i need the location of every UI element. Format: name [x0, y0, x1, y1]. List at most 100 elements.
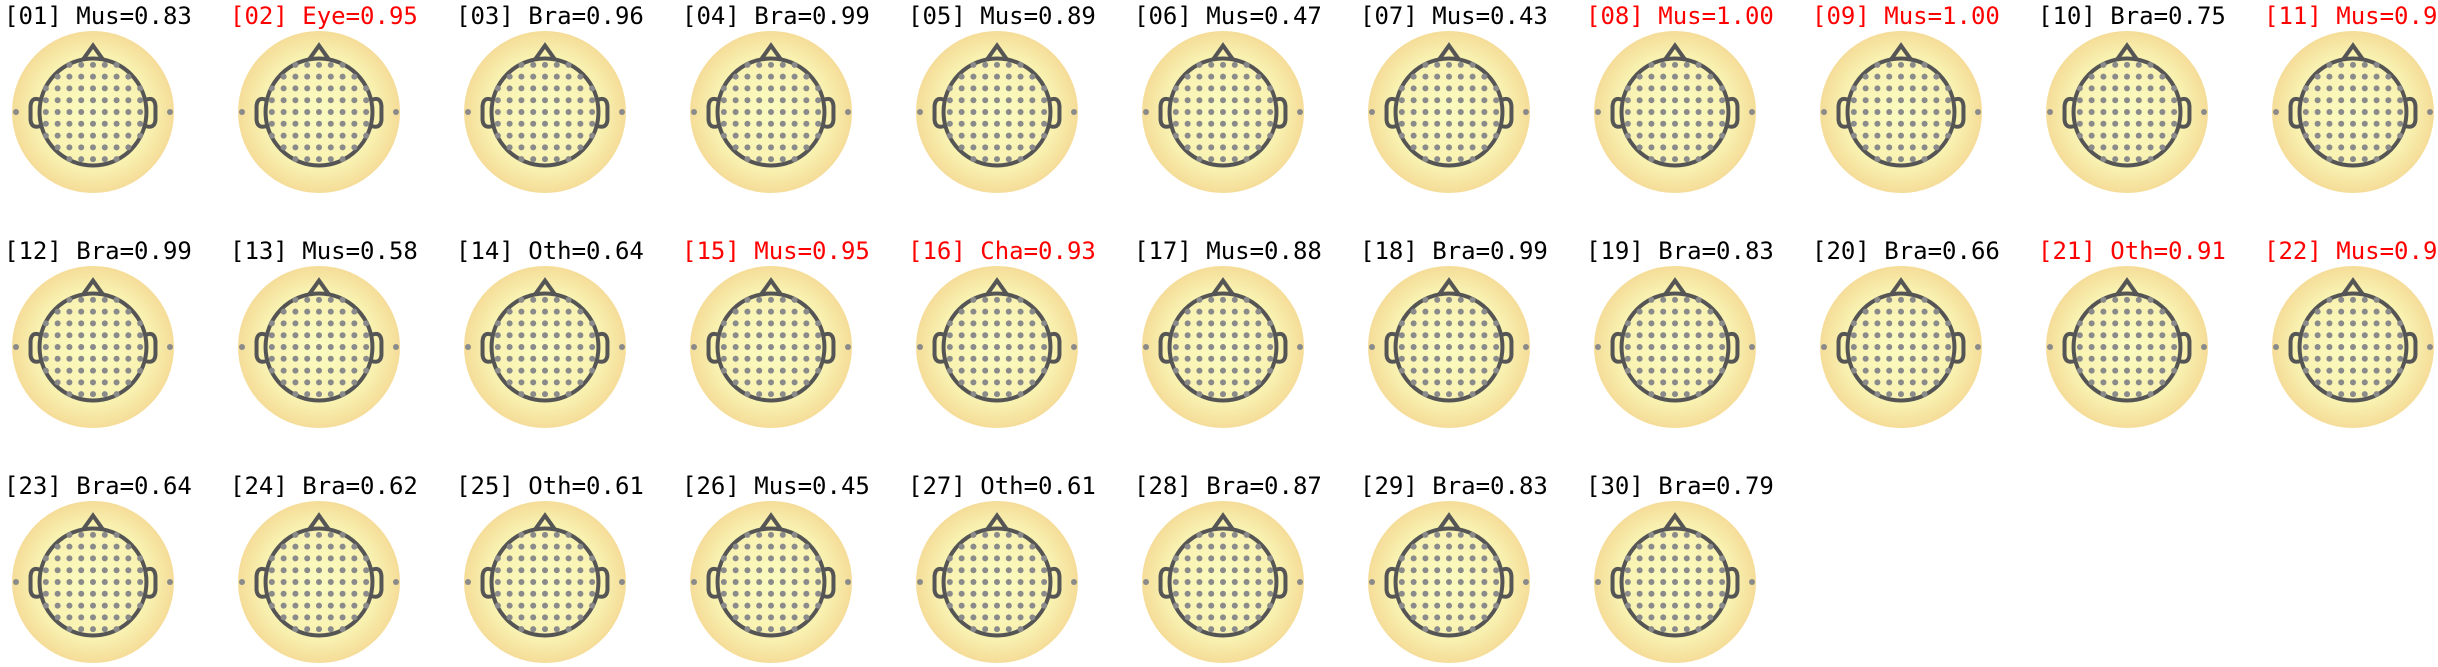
electrode: [113, 85, 120, 92]
electrode: [1243, 97, 1250, 104]
electrode: [1469, 156, 1476, 163]
electrode: [1446, 332, 1452, 339]
electrode: [1017, 543, 1024, 550]
electrode: [2112, 120, 2119, 127]
component: [22] Mus=0.96: [2264, 237, 2438, 428]
electrode: [2361, 144, 2368, 151]
electrode: [304, 531, 311, 538]
electrode: [1909, 73, 1916, 80]
electrode: [78, 109, 85, 115]
electrode: [101, 391, 108, 398]
electrode: [768, 73, 774, 80]
electrode: [339, 602, 346, 609]
electrode: [1005, 602, 1012, 609]
electrode: [137, 344, 144, 350]
electrode: [1184, 73, 1191, 80]
electrode: [1707, 567, 1714, 574]
electrode: [1196, 590, 1203, 597]
electrode: [518, 567, 525, 574]
electrode: [1672, 320, 1678, 327]
electrode: [958, 355, 965, 362]
electrode: [327, 531, 334, 538]
electrode: [803, 132, 810, 139]
electrode: [565, 61, 572, 68]
electrode: [553, 332, 560, 339]
electrode: [363, 579, 370, 585]
electrode: [316, 579, 322, 585]
electrode: [1422, 332, 1429, 339]
electrode: [54, 132, 61, 139]
electrode: [304, 120, 311, 127]
electrode: [2302, 120, 2309, 127]
electrode: [946, 320, 953, 327]
electrode: [589, 85, 596, 92]
electrode: [1933, 109, 1940, 115]
electrode: [1707, 132, 1714, 139]
electrode: [791, 144, 798, 151]
electrode: [2326, 379, 2333, 386]
electrode: [1695, 543, 1702, 550]
electrode: [589, 120, 596, 127]
electrode: [1850, 332, 1857, 339]
electrode: [958, 73, 965, 80]
electrode: [1898, 120, 1904, 127]
electrode: [2112, 73, 2119, 80]
electrode: [803, 579, 810, 585]
electrode: [530, 367, 537, 374]
electrode: [1398, 120, 1405, 127]
component: [05] Mus=0.89: [908, 2, 1096, 193]
electrode: [2124, 144, 2130, 151]
electrode: [1410, 614, 1417, 621]
electrode: [791, 296, 798, 303]
electrode: [2100, 391, 2107, 398]
electrode: [1636, 120, 1643, 127]
electrode: [994, 579, 1000, 585]
electrode: [1636, 555, 1643, 562]
electrode: [280, 97, 287, 104]
electrode: [982, 567, 989, 574]
head-outline: [1393, 56, 1505, 168]
head-outline: [1167, 526, 1279, 638]
electrode: [1422, 132, 1429, 139]
electrode: [66, 579, 73, 585]
electrode: [351, 602, 358, 609]
electrode: [2076, 109, 2083, 115]
electrode: [280, 320, 287, 327]
electrode: [982, 132, 989, 139]
electrode: [292, 602, 299, 609]
electrode: [2112, 97, 2119, 104]
nose: [1211, 42, 1235, 61]
electrode: [351, 567, 358, 574]
electrode: [66, 73, 73, 80]
electrode: [1874, 332, 1881, 339]
electrode: [803, 555, 810, 562]
electrode: [756, 391, 763, 398]
electrode: [351, 109, 358, 115]
electrode: [946, 567, 953, 574]
left-ear: [1384, 566, 1398, 599]
electrode: [2338, 344, 2345, 350]
electrode: [518, 626, 525, 633]
electrode: [589, 97, 596, 104]
electrode: [304, 567, 311, 574]
electrode: [791, 320, 798, 327]
electrode: [2076, 355, 2083, 362]
left-ear: [1836, 96, 1850, 129]
electrode: [506, 120, 513, 127]
electrode: [1469, 590, 1476, 597]
electrode: [66, 391, 73, 398]
electrode: [1457, 120, 1464, 127]
electrode: [1921, 296, 1928, 303]
electrode: [1886, 332, 1893, 339]
nose: [81, 42, 105, 61]
electrode: [137, 590, 144, 597]
electrode: [779, 344, 786, 350]
electrode: [2124, 296, 2130, 303]
electrode: [1469, 109, 1476, 115]
component-label: [28] Bra=0.87: [1134, 472, 1322, 500]
electrode: [589, 602, 596, 609]
electrode: [542, 614, 548, 621]
electrode: [1071, 579, 1077, 585]
electrode: [720, 85, 727, 92]
electrode: [1231, 61, 1238, 68]
